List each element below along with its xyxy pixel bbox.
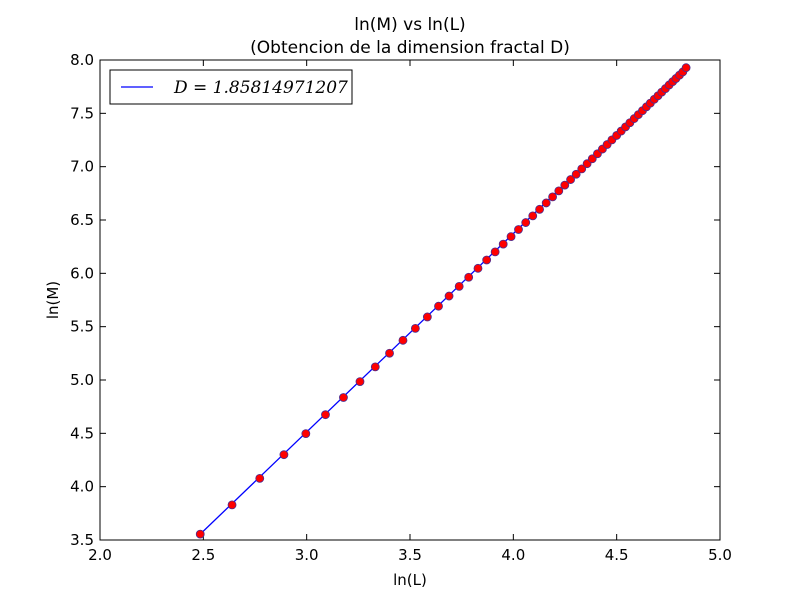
data-point (571, 169, 581, 179)
x-tick-label: 3.5 (398, 546, 422, 564)
data-point (548, 192, 557, 202)
data-point (410, 323, 420, 333)
x-tick-label: 5.0 (708, 546, 732, 564)
data-point (339, 393, 348, 402)
data-point (681, 63, 691, 73)
data-point (535, 204, 544, 214)
data-point (521, 218, 531, 227)
data-point (490, 247, 500, 257)
x-axis-label: ln(L) (393, 571, 427, 589)
data-point (422, 312, 432, 322)
data-point (355, 377, 365, 387)
data-point (321, 410, 330, 420)
x-tick-label: 4.5 (605, 546, 629, 564)
data-point (398, 335, 408, 345)
y-tick-label: 8.0 (70, 51, 94, 69)
x-tick-label: 2.0 (88, 546, 112, 564)
data-point (444, 291, 454, 301)
data-point (464, 272, 474, 282)
data-point (514, 225, 523, 234)
data-point (482, 255, 492, 265)
axis-ticks: 2.0 2.5 3.0 3.5 4.0 4.5 5.0 3.5 4.0 4.5 5.0 5.5 6.0 6… (70, 51, 732, 564)
y-axis-label: ln(M) (44, 281, 62, 319)
data-point (528, 211, 538, 221)
data-point (473, 263, 483, 273)
chart-title: ln(M) vs ln(L) (354, 15, 465, 35)
data-point (370, 362, 380, 372)
legend-entry-label: D = 1.85814971207 (173, 78, 348, 98)
data-point (195, 529, 205, 539)
data-point (541, 198, 551, 208)
x-tick-label: 2.5 (191, 546, 215, 564)
y-tick-label: 3.5 (70, 531, 94, 549)
data-point (434, 301, 443, 311)
data-points (195, 63, 691, 539)
plot-area-frame (99, 59, 721, 541)
y-tick-label: 4.5 (70, 424, 94, 442)
data-point (554, 186, 564, 196)
x-tick-label: 4.0 (501, 546, 525, 564)
data-point (255, 473, 265, 483)
y-tick-label: 7.0 (70, 158, 94, 176)
y-tick-label: 6.0 (70, 264, 94, 282)
data-point (454, 281, 464, 291)
data-point (506, 232, 516, 242)
data-point (577, 164, 587, 174)
data-point (301, 429, 311, 439)
legend: D = 1.85814971207 (109, 69, 353, 105)
data-point (227, 500, 237, 510)
data-point (498, 239, 508, 249)
data-point (385, 348, 394, 358)
data-point (566, 175, 575, 184)
data-point (560, 180, 570, 190)
y-tick-label: 6.5 (70, 211, 94, 229)
y-tick-label: 7.5 (70, 104, 94, 122)
chart-subtitle: (Obtencion de la dimension fractal D) (250, 38, 570, 58)
data-point (279, 450, 289, 460)
x-tick-label: 3.0 (295, 546, 319, 564)
y-tick-label: 5.0 (70, 371, 94, 389)
y-tick-label: 4.0 (70, 478, 94, 496)
y-tick-label: 5.5 (70, 318, 94, 336)
